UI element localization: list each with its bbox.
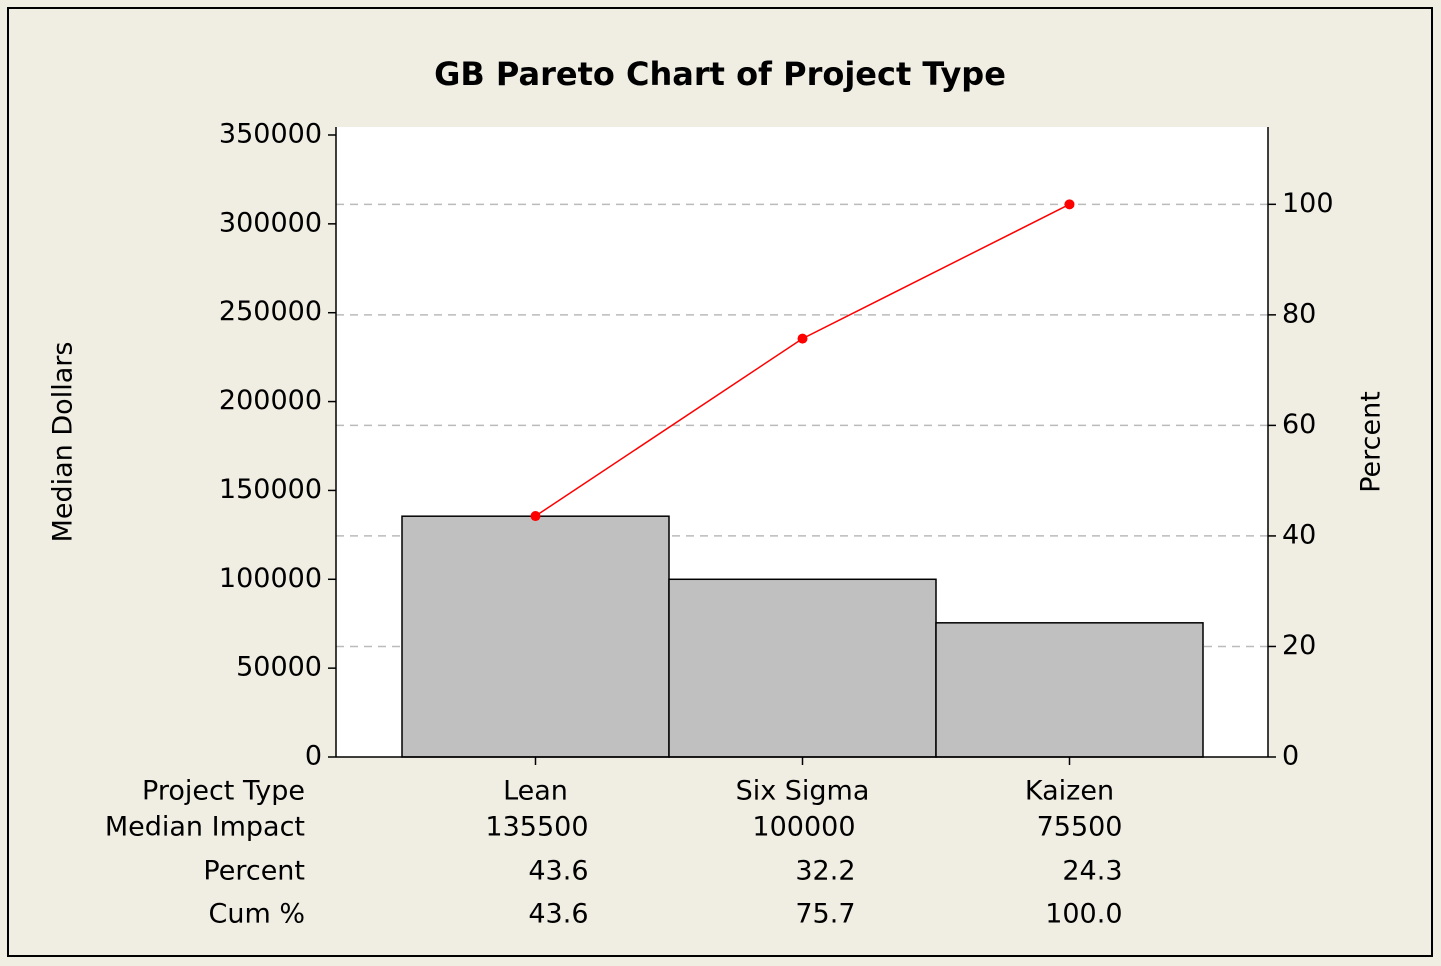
- percent: 24.3: [1062, 856, 1122, 887]
- y2-axis-label: Percent: [1356, 391, 1387, 493]
- percent: 43.6: [528, 856, 588, 887]
- median-impact: 135500: [485, 812, 588, 843]
- y2-tick-label: 60: [1282, 409, 1316, 440]
- table-row-label: Project Type: [142, 776, 305, 807]
- y-tick-label: 300000: [219, 207, 322, 238]
- y-tick-label: 0: [305, 741, 322, 772]
- frame: [7, 7, 1433, 957]
- x-tick-label: Lean: [503, 776, 568, 807]
- x-tick-label: Six Sigma: [736, 776, 870, 807]
- median-impact: 75500: [1037, 812, 1123, 843]
- y-tick-label: 100000: [219, 563, 322, 594]
- table-row-label: Percent: [203, 856, 305, 887]
- cum-percent: 100.0: [1045, 899, 1122, 930]
- table-row-label: Cum %: [208, 899, 305, 930]
- y2-tick-label: 100: [1282, 188, 1334, 219]
- y2-tick-label: 80: [1282, 298, 1316, 329]
- y2-tick-label: 0: [1282, 741, 1299, 772]
- bar: [668, 578, 937, 758]
- y-tick-label: 200000: [219, 385, 322, 416]
- y-tick-label: 350000: [219, 118, 322, 149]
- y2-tick-label: 20: [1282, 630, 1316, 661]
- median-impact: 100000: [752, 812, 855, 843]
- cum-percent: 43.6: [528, 899, 588, 930]
- cum-percent: 75.7: [795, 899, 855, 930]
- y-axis-label: Median Dollars: [48, 342, 79, 543]
- y-tick-label: 250000: [219, 296, 322, 327]
- bar: [401, 515, 670, 758]
- table-row-label: Median Impact: [105, 812, 305, 843]
- line-point: [1064, 199, 1075, 210]
- bar: [935, 622, 1204, 758]
- chart-title: GB Pareto Chart of Project Type: [434, 55, 1006, 93]
- y-tick-label: 150000: [219, 474, 322, 505]
- line-point: [797, 333, 808, 344]
- percent: 32.2: [795, 856, 855, 887]
- x-tick-label: Kaizen: [1025, 776, 1114, 807]
- line-point: [530, 511, 541, 522]
- y2-tick-label: 40: [1282, 519, 1316, 550]
- y-tick-label: 50000: [236, 652, 322, 683]
